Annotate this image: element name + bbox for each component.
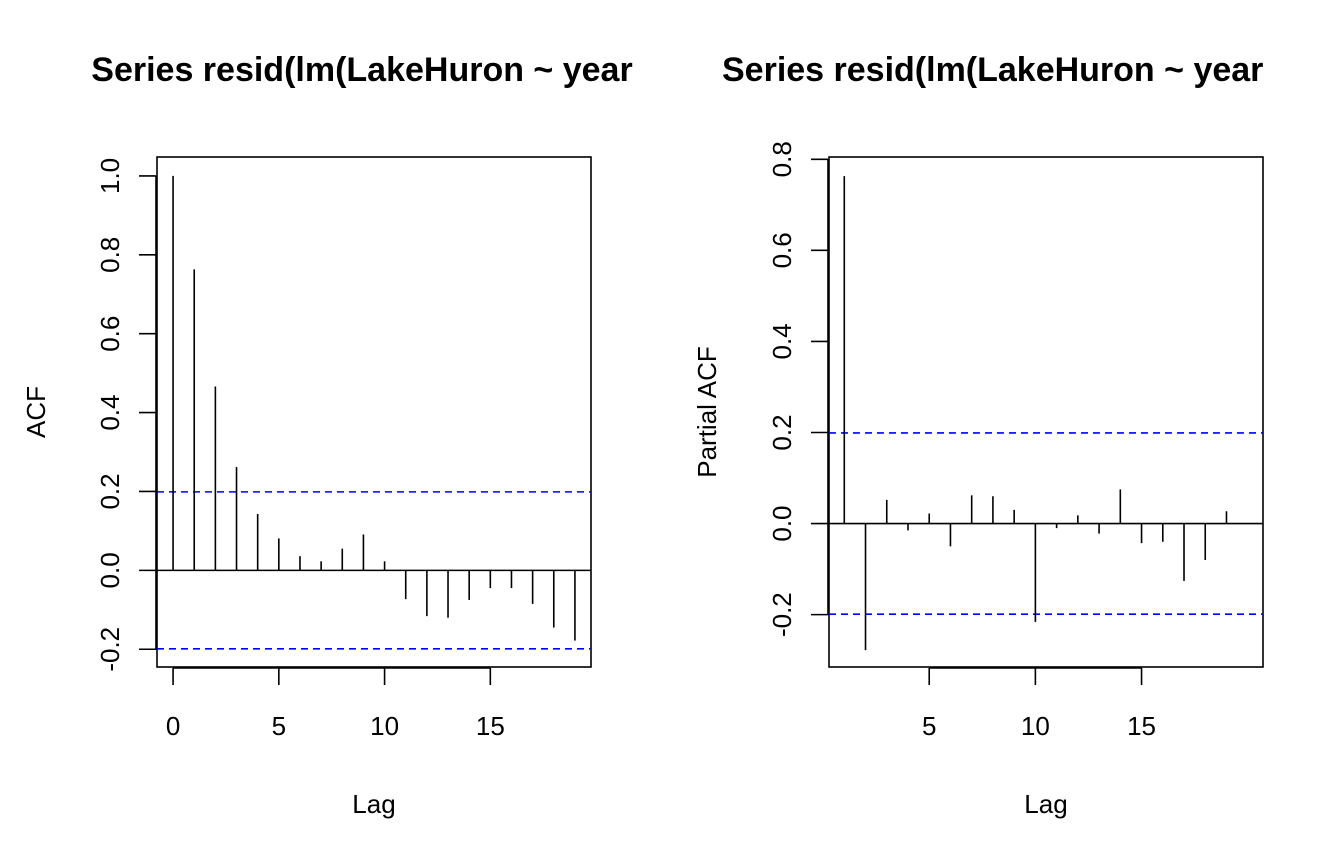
y-tick-label: 0.6 — [767, 232, 797, 268]
y-tick-label: 0.6 — [95, 316, 125, 352]
x-axis-label: Lag — [1024, 789, 1067, 819]
y-tick-label: 0.8 — [767, 141, 797, 177]
y-tick-label: 0.2 — [95, 473, 125, 509]
x-tick-label: 5 — [272, 711, 286, 741]
x-tick-label: 10 — [1021, 711, 1050, 741]
y-axis-label: ACF — [21, 386, 51, 438]
x-tick-label: 15 — [1127, 711, 1156, 741]
x-tick-label: 10 — [370, 711, 399, 741]
y-tick-label: 0.4 — [95, 395, 125, 431]
x-tick-label: 5 — [922, 711, 936, 741]
pacf-panel: Series resid(lm(LakeHuron ~ year 5 10 15 Lag… — [692, 51, 1264, 819]
x-axis-label: Lag — [352, 789, 395, 819]
chart-title: Series resid(lm(LakeHuron ~ year — [91, 51, 632, 89]
chart-title: Series resid(lm(LakeHuron ~ year — [722, 51, 1263, 89]
acf-panel: Series resid(lm(LakeHuron ~ year 0 5 10 15 La… — [21, 51, 633, 819]
y-axis-label: Partial ACF — [692, 346, 722, 478]
y-tick-label: 0.4 — [767, 323, 797, 359]
y-tick-label: 1.0 — [95, 158, 125, 194]
x-tick-label: 0 — [166, 711, 180, 741]
y-tick-label: 0.0 — [95, 552, 125, 588]
y-tick-label: -0.2 — [95, 627, 125, 672]
plot-frame — [828, 156, 1264, 668]
plot-frame — [156, 156, 592, 668]
y-tick-label: -0.2 — [767, 592, 797, 637]
y-tick-label: 0.0 — [767, 505, 797, 541]
y-tick-label: 0.2 — [767, 414, 797, 450]
y-tick-label: 0.8 — [95, 237, 125, 273]
x-tick-label: 15 — [476, 711, 505, 741]
